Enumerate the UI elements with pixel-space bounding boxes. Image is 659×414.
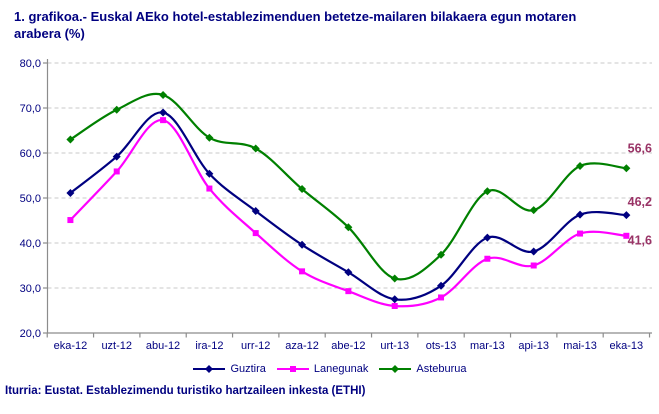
data-point-marker: [206, 185, 213, 192]
data-point-marker: [484, 255, 491, 262]
data-point-marker: [529, 247, 538, 256]
data-point-marker: [530, 262, 537, 269]
data-point-marker: [576, 162, 585, 171]
end-value-label: 56,6: [628, 141, 652, 155]
x-axis-label: aza-12: [285, 340, 319, 352]
series-asteburua: [66, 90, 631, 283]
data-point-marker: [623, 232, 630, 239]
x-axis-label: ira-12: [195, 340, 223, 352]
end-value-label: 46,2: [628, 195, 652, 209]
x-axis-label: mar-13: [470, 340, 505, 352]
data-point-marker: [437, 281, 446, 290]
legend-label: Asteburua: [416, 363, 467, 375]
legend-label: Lanegunak: [313, 363, 369, 375]
data-point-marker: [299, 268, 306, 275]
chart-title: 1. grafikoa.- Euskal AEko hotel-establez…: [14, 9, 577, 41]
x-axis-label: eka-13: [610, 340, 644, 352]
data-point-marker: [622, 164, 631, 173]
x-axis-label: ots-13: [426, 340, 457, 352]
occupancy-line-chart: 80,0 70,0 60,0 50,0 40,0 30,0 20,0 eka-12 uzt-12…: [20, 58, 652, 352]
data-point-marker: [205, 365, 214, 373]
series-guztira: [66, 108, 631, 304]
legend-marker-guztira: [193, 365, 226, 373]
x-axis-label: eka-12: [54, 340, 88, 352]
legend-marker-lanegunak: [276, 366, 309, 372]
data-point-marker: [251, 207, 260, 216]
end-value-label: 41,6: [628, 233, 652, 247]
y-axis-label: 30,0: [20, 283, 41, 295]
data-point-marker: [344, 223, 353, 232]
chart-legend: Guztira Lanegunak Asteburua: [0, 360, 659, 378]
data-point-marker: [391, 303, 398, 309]
data-point-marker: [622, 211, 631, 220]
legend-item-guztira: Guztira: [192, 363, 266, 375]
y-axis-label: 80,0: [20, 58, 41, 70]
data-point-marker: [113, 168, 120, 175]
legend-item-asteburua: Asteburua: [378, 363, 467, 375]
series-line-lanegunak: [69, 119, 627, 308]
data-point-marker: [160, 117, 167, 124]
data-point-marker: [344, 268, 353, 277]
data-point-marker: [205, 133, 214, 142]
x-axis-label: urr-12: [241, 340, 270, 352]
data-point-marker: [483, 187, 492, 196]
data-point-marker: [298, 240, 307, 249]
legend-label: Guztira: [230, 363, 266, 375]
x-axis-label: mai-13: [563, 340, 597, 352]
data-point-marker: [577, 230, 584, 237]
data-point-marker: [66, 135, 75, 144]
data-point-marker: [67, 217, 74, 224]
y-axis-label: 70,0: [20, 103, 41, 115]
data-point-marker: [159, 90, 168, 99]
data-point-marker: [391, 365, 400, 373]
data-point-marker: [298, 185, 307, 193]
data-point-marker: [345, 288, 352, 295]
x-axis-label: api-13: [518, 340, 549, 352]
x-axis-label: uzt-12: [101, 340, 132, 352]
data-point-marker: [251, 144, 260, 153]
x-axis-label: abu-12: [146, 340, 180, 352]
data-point-marker: [289, 366, 296, 372]
data-point-marker: [112, 105, 121, 114]
data-point-marker: [483, 233, 492, 242]
source-note: Iturria: Eustat. Establezimendu turistik…: [5, 385, 366, 397]
data-point-marker: [252, 230, 259, 237]
y-axis-label: 60,0: [20, 148, 41, 160]
y-axis-label: 50,0: [20, 193, 41, 205]
series-lanegunak: [67, 117, 630, 309]
data-point-marker: [390, 295, 399, 304]
data-point-marker: [437, 250, 446, 259]
data-point-marker: [159, 108, 168, 117]
data-point-marker: [112, 152, 121, 161]
legend-item-lanegunak: Lanegunak: [276, 363, 368, 375]
data-point-marker: [529, 206, 538, 215]
legend-marker-asteburua: [379, 365, 412, 373]
y-axis-label: 20,0: [20, 328, 41, 340]
x-axis-label: abe-12: [331, 340, 365, 352]
y-axis-label: 40,0: [20, 238, 41, 250]
data-point-marker: [576, 210, 585, 219]
data-point-marker: [66, 189, 75, 198]
x-axis-label: urt-13: [380, 340, 409, 352]
data-point-marker: [390, 274, 399, 283]
data-point-marker: [438, 294, 445, 301]
data-point-marker: [205, 169, 214, 178]
